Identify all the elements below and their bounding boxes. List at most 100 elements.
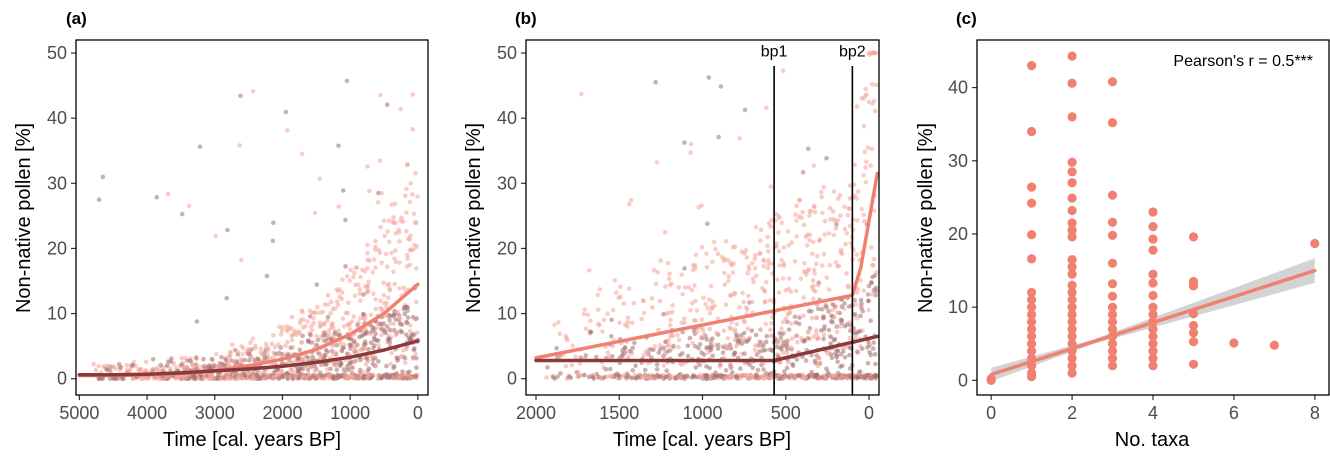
data-point — [807, 208, 813, 214]
data-point — [866, 283, 872, 289]
data-point — [767, 298, 773, 303]
data-point — [586, 374, 592, 380]
data-point — [357, 334, 362, 340]
data-point — [375, 325, 380, 330]
data-point — [235, 376, 241, 382]
data-point — [872, 108, 878, 114]
data-point — [1269, 340, 1279, 350]
data-point — [330, 343, 335, 349]
data-point — [130, 362, 136, 368]
data-point — [704, 251, 709, 256]
data-point — [801, 295, 806, 300]
data-point — [624, 376, 629, 381]
data-point — [231, 359, 237, 365]
data-point — [670, 303, 675, 308]
data-point — [812, 209, 818, 215]
data-point — [354, 265, 360, 270]
data-point — [677, 337, 682, 343]
data-point — [860, 308, 865, 314]
data-point — [693, 365, 699, 370]
data-point — [318, 362, 324, 368]
data-point — [335, 302, 341, 308]
data-point — [716, 134, 721, 140]
data-point — [348, 267, 354, 273]
data-point — [1027, 317, 1037, 327]
data-point — [226, 375, 232, 381]
data-point — [393, 316, 399, 322]
data-point — [284, 324, 289, 329]
data-point — [1067, 295, 1077, 305]
data-point — [806, 328, 811, 334]
data-point — [790, 363, 796, 369]
data-point — [391, 215, 396, 220]
data-point — [225, 227, 230, 233]
data-point — [341, 342, 347, 347]
data-point — [840, 363, 845, 369]
data-point — [700, 327, 706, 332]
data-point — [707, 326, 712, 332]
data-point — [812, 358, 818, 364]
data-point — [852, 162, 857, 168]
data-point — [737, 337, 742, 343]
data-point — [1067, 353, 1077, 363]
data-point — [834, 354, 839, 360]
data-point — [384, 102, 390, 107]
data-point — [874, 82, 879, 88]
data-point — [654, 362, 660, 367]
data-point — [384, 363, 389, 369]
data-point — [325, 302, 331, 307]
data-point — [289, 314, 295, 320]
data-point — [754, 273, 759, 279]
data-point — [779, 257, 784, 263]
data-point — [1067, 51, 1077, 61]
data-point — [845, 213, 851, 218]
data-point — [365, 164, 370, 169]
data-point — [811, 267, 817, 273]
x-tick-label: 1000 — [682, 403, 722, 423]
data-point — [294, 374, 299, 379]
data-point — [297, 366, 302, 372]
data-point — [833, 226, 839, 231]
data-point — [305, 367, 311, 372]
data-point — [861, 288, 867, 294]
breakpoint-label: bp2 — [839, 43, 866, 60]
data-point — [375, 200, 381, 205]
data-point — [339, 290, 345, 296]
data-point — [1067, 331, 1077, 341]
data-point — [784, 344, 790, 349]
data-point — [701, 331, 707, 337]
data-point — [728, 293, 733, 299]
data-point — [279, 374, 285, 380]
data-point — [838, 247, 844, 253]
data-point — [612, 278, 618, 283]
data-point — [386, 295, 391, 301]
data-point — [382, 301, 387, 306]
data-point — [230, 342, 235, 348]
data-point — [1148, 278, 1158, 288]
data-point — [557, 331, 563, 337]
data-point — [1188, 281, 1199, 291]
data-point — [703, 302, 708, 307]
data-point — [401, 285, 407, 291]
data-point — [544, 375, 549, 380]
trend-line-dark — [77, 339, 420, 377]
data-point — [710, 353, 715, 359]
data-point — [716, 342, 721, 348]
data-point — [397, 239, 402, 244]
data-point — [718, 84, 724, 89]
data-point — [633, 363, 638, 369]
data-point — [1148, 302, 1158, 312]
data-point — [271, 374, 277, 379]
data-point — [866, 50, 872, 56]
data-point — [824, 275, 830, 281]
data-point — [366, 279, 372, 285]
data-point — [398, 321, 403, 327]
data-point — [388, 321, 393, 326]
data-point — [194, 319, 200, 324]
data-point — [826, 231, 832, 236]
data-point — [865, 292, 871, 297]
data-point — [869, 82, 875, 87]
data-point — [272, 344, 278, 350]
data-point — [766, 261, 771, 267]
data-point — [680, 292, 685, 297]
